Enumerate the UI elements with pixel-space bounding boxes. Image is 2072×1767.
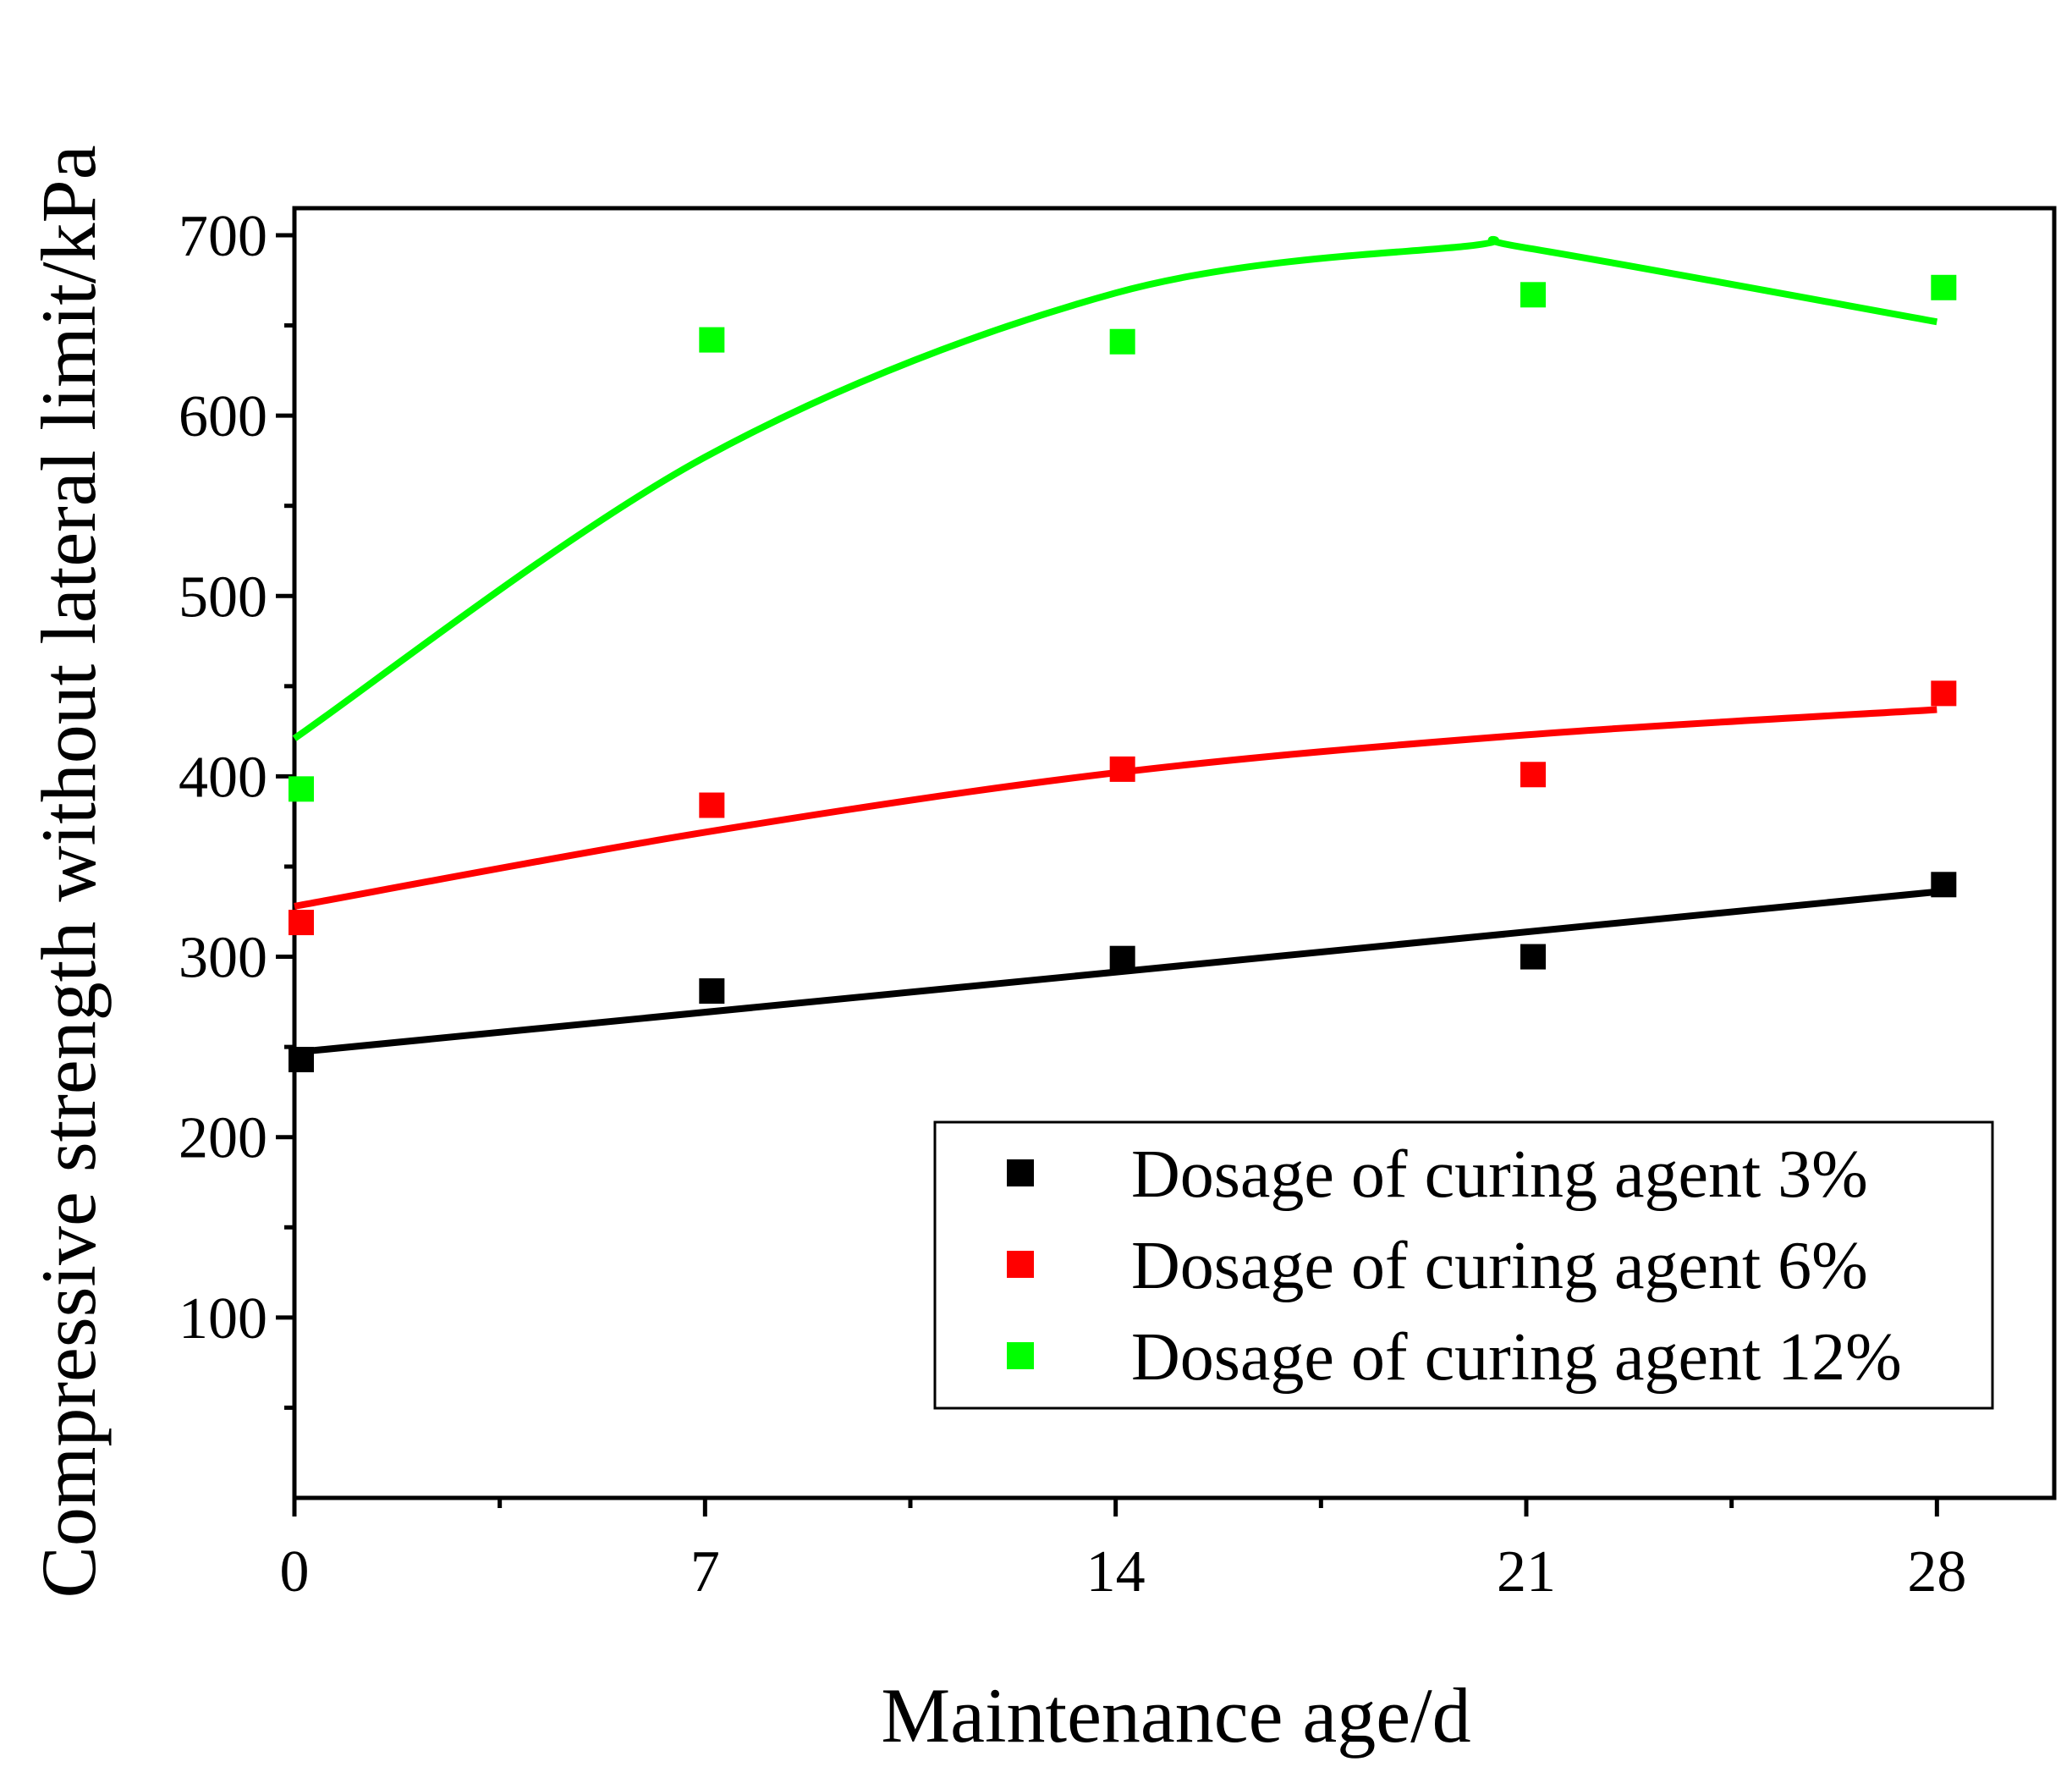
y-tick-label: 700 [179, 204, 267, 269]
y-tick-label: 600 [179, 384, 267, 449]
plot-border [292, 206, 2057, 1500]
y-tick-label: 100 [179, 1286, 267, 1351]
x-axis-title: Maintenance age/d [881, 1672, 1470, 1759]
data-point [1931, 680, 1957, 707]
fit-line [294, 706, 1937, 910]
data-point [289, 910, 314, 936]
legend-marker [1007, 1342, 1034, 1369]
y-axis: 100 200 300 400 500 600 700 [179, 204, 294, 1410]
data-point [699, 792, 725, 818]
y-tick-label: 200 [179, 1106, 267, 1171]
data-point [289, 776, 314, 802]
y-axis-title: Compressive strength without lateral lim… [25, 145, 112, 1598]
data-point [1520, 944, 1546, 970]
legend: Dosage of curing agent 3% Dosage of curin… [933, 1120, 1994, 1410]
x-tick-label: 0 [280, 1539, 310, 1605]
data-point [1520, 762, 1546, 788]
x-tick-label: 21 [1497, 1539, 1556, 1605]
data-point [1520, 282, 1546, 308]
y-tick-label: 400 [179, 745, 267, 810]
data-point [1109, 756, 1135, 782]
data-points [289, 274, 1957, 1073]
data-point [699, 978, 725, 1005]
legend-marker [1007, 1251, 1034, 1278]
x-tick-label: 7 [690, 1539, 720, 1605]
data-point [1109, 945, 1135, 972]
fit-lines [292, 235, 1938, 1056]
x-tick-label: 28 [1907, 1539, 1966, 1605]
data-point [1931, 274, 1957, 300]
legend-label: Dosage of curing agent 6% [1131, 1229, 1868, 1303]
legend-label: Dosage of curing agent 12% [1131, 1320, 1902, 1395]
legend-box [933, 1120, 1994, 1410]
data-point [1109, 328, 1135, 355]
x-axis: 0 7 14 21 28 [280, 1498, 1966, 1605]
data-point [699, 327, 725, 353]
plot-frame [292, 206, 2057, 1500]
data-point [1931, 872, 1957, 898]
data-point [289, 1047, 314, 1073]
x-tick-label: 14 [1086, 1539, 1146, 1605]
legend-label: Dosage of curing agent 3% [1131, 1137, 1868, 1212]
fit-line [294, 888, 1937, 1056]
fit-line [292, 235, 1938, 741]
y-tick-label: 300 [179, 926, 267, 991]
legend-marker [1007, 1159, 1034, 1186]
y-tick-label: 500 [179, 564, 267, 630]
